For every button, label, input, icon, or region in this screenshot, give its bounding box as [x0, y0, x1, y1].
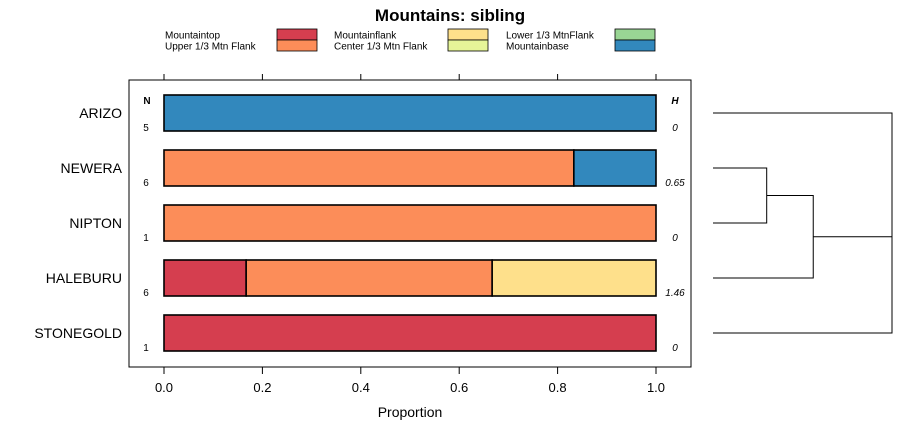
n-value-nipton: 1 — [143, 233, 149, 244]
legend-swatch-mountainbase — [614, 39, 656, 52]
h-value-haleburu: 1.46 — [665, 288, 685, 299]
category-label-nipton: NIPTON — [69, 215, 122, 231]
category-label-newera: NEWERA — [61, 160, 123, 176]
legend-label-center-1-3-mtn-flank: Center 1/3 Mtn Flank — [334, 42, 428, 53]
x-axis: 0.0 0.2 0.4 0.6 0.8 1.0 — [155, 74, 665, 395]
bar-segment-haleburu-mountainflank — [491, 259, 657, 297]
bars: ARIZO 5 0 NEWERA 6 0.65 NIPTON 1 0 HALEBURU 6 1.46 S… — [34, 94, 685, 354]
plot-panel — [128, 79, 692, 368]
bar-segment-haleburu-mountaintop — [163, 259, 247, 297]
n-column-header: N — [143, 96, 150, 107]
category-label-arizo: ARIZO — [79, 105, 122, 121]
h-value-nipton: 0 — [672, 233, 678, 244]
bar-segment-nipton-upper-1-3-mtn-flank — [163, 204, 657, 242]
x-tick-label: 0.6 — [450, 380, 468, 395]
x-tick-label: 0.4 — [352, 380, 370, 395]
x-tick-label: 0.0 — [155, 380, 173, 395]
x-tick-label: 0.8 — [549, 380, 567, 395]
dendrogram-link-1 — [713, 167, 768, 224]
bar-segment-arizo-mountainbase — [163, 94, 657, 132]
x-tick-label: 0.2 — [253, 380, 271, 395]
h-value-newera: 0.65 — [665, 178, 685, 189]
chart-title: Mountains: sibling — [375, 6, 525, 25]
h-column-header: H — [671, 96, 679, 107]
x-tick-label: 1.0 — [647, 380, 665, 395]
legend-label-upper-1-3-mtn-flank: Upper 1/3 Mtn Flank — [165, 42, 257, 53]
legend-swatch-mountaintop — [276, 28, 318, 41]
category-label-haleburu: HALEBURU — [46, 270, 122, 286]
legend-swatch-lower-1-3-mtnflank — [614, 28, 656, 41]
legend-swatch-center-1-3-mtn-flank — [447, 39, 489, 52]
category-label-stonegold: STONEGOLD — [34, 325, 122, 341]
n-value-haleburu: 6 — [143, 288, 149, 299]
n-value-newera: 6 — [143, 178, 149, 189]
n-value-stonegold: 1 — [143, 343, 149, 354]
legend-label-lower-1-3-mtnflank: Lower 1/3 MtnFlank — [506, 31, 595, 42]
dendrogram-link-3 — [713, 112, 893, 238]
legend-swatch-upper-1-3-mtn-flank — [276, 39, 318, 52]
legend-label-mountaintop: Mountaintop — [165, 31, 220, 42]
bar-segment-newera-upper-1-3-mtn-flank — [163, 149, 575, 187]
n-value-arizo: 5 — [143, 123, 149, 134]
dendrogram-link-2 — [713, 195, 814, 279]
bar-segment-newera-mountainbase — [573, 149, 657, 187]
legend-label-mountainflank: Mountainflank — [334, 31, 397, 42]
bar-segment-stonegold-mountaintop — [163, 314, 657, 352]
h-value-stonegold: 0 — [672, 343, 678, 354]
dendrogram-link-4 — [713, 174, 893, 334]
legend-swatch-mountainflank — [447, 28, 489, 41]
bar-segment-haleburu-upper-1-3-mtn-flank — [245, 259, 493, 297]
h-value-arizo: 0 — [672, 123, 678, 134]
x-axis-label: Proportion — [378, 404, 443, 420]
dendrogram — [713, 112, 893, 334]
legend-label-mountainbase: Mountainbase — [506, 42, 569, 53]
